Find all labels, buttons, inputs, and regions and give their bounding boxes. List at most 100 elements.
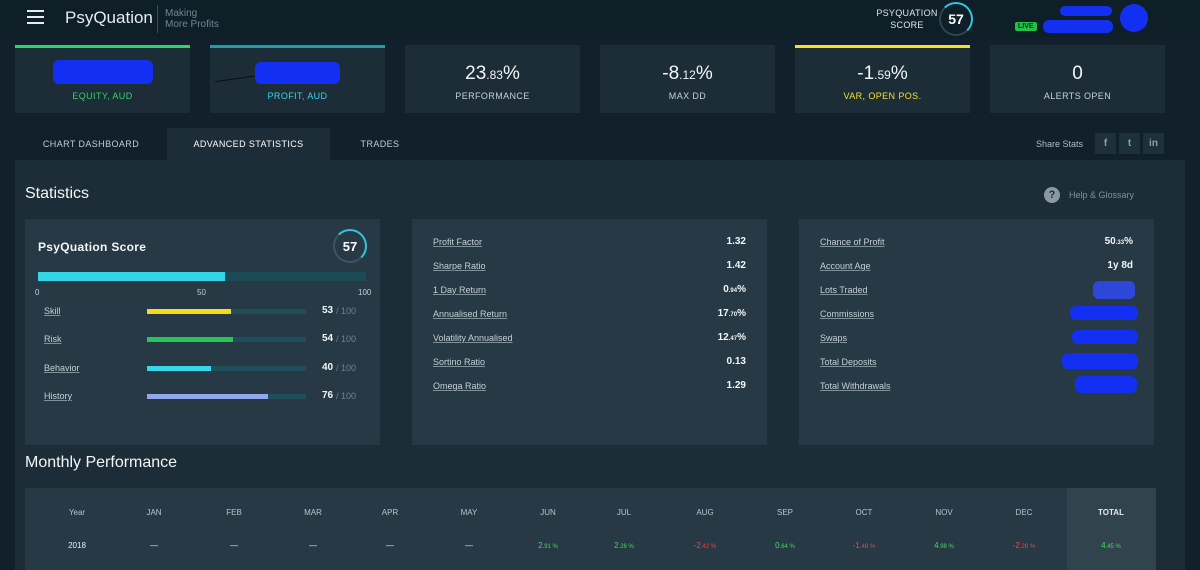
redacted-account-name: [1060, 6, 1112, 16]
col-header-nov: NOV: [935, 508, 953, 517]
month-cell: —: [309, 541, 317, 550]
kpi-var-label: VAR, OPEN POS.: [843, 91, 922, 101]
brand-logo[interactable]: PsyQuation: [65, 8, 153, 27]
stat-profit-factor: Profit Factor 1.32: [433, 236, 746, 249]
stat-label[interactable]: Swaps: [820, 333, 848, 343]
sub-score-fill: [147, 394, 268, 399]
stat-label[interactable]: Lots Traded: [820, 285, 868, 295]
sub-score-name[interactable]: Skill: [44, 306, 61, 316]
sub-score-behavior: Behavior 40 / 100: [44, 362, 364, 375]
sub-score-denominator: / 100: [336, 334, 357, 344]
redacted-commissions: [1070, 306, 1138, 320]
col-header-oct: OCT: [855, 508, 873, 517]
stat-value: 1.32: [726, 236, 746, 247]
brand-divider: [157, 5, 158, 33]
monthly-performance-title: Monthly Performance: [25, 454, 178, 471]
stat-label[interactable]: Commissions: [820, 309, 875, 319]
redacted-total-deposits: [1062, 353, 1138, 369]
help-icon[interactable]: ?: [1044, 187, 1060, 203]
redacted-total-withdrawals: [1075, 376, 1137, 393]
stat-commissions: Commissions: [820, 306, 1138, 321]
share-stats-label: Share Stats: [1036, 139, 1084, 149]
month-cell: —: [230, 541, 238, 550]
total-column-highlight: [1067, 488, 1156, 570]
menu-icon[interactable]: [27, 10, 44, 24]
stat-label[interactable]: Total Withdrawals: [820, 381, 891, 391]
kpi-profit: PROFIT, AUD: [210, 45, 385, 113]
statistics-title: Statistics: [25, 185, 90, 202]
sub-score-value: 54: [322, 333, 334, 344]
redacted-lots-traded: [1093, 281, 1135, 299]
row-year-cell: 2018: [68, 541, 86, 550]
kpi-max-dd-label: MAX DD: [668, 91, 707, 101]
tagline-line-2: More Profits: [165, 19, 219, 30]
tab-trades[interactable]: TRADES: [360, 139, 400, 149]
stat-label[interactable]: Annualised Return: [433, 309, 508, 319]
tagline: Making More Profits: [165, 8, 219, 30]
redacted-avatar[interactable]: [1120, 4, 1148, 32]
stat-lots-traded: Lots Traded: [820, 281, 1135, 299]
stat-annualised-return: Annualised Return 17.70%: [433, 308, 746, 321]
col-header-jun: JUN: [540, 508, 556, 517]
score-card: [25, 219, 380, 445]
tick-50: 50: [197, 288, 206, 297]
col-header-total: TOTAL: [1098, 508, 1124, 517]
tick-100: 100: [358, 288, 372, 297]
sub-score-name[interactable]: History: [44, 391, 73, 401]
tick-0: 0: [35, 288, 40, 297]
profit-scribble: [215, 74, 260, 83]
col-header-jul: JUL: [616, 508, 632, 517]
redacted-equity-value: [53, 60, 153, 84]
stat-label[interactable]: Profit Factor: [433, 237, 483, 247]
linkedin-icon[interactable]: in: [1143, 133, 1164, 154]
stat-volatility-annualised: Volatility Annualised 12.47%: [433, 332, 746, 345]
sub-score-history: History 76 / 100: [44, 390, 364, 403]
tagline-line-1: Making: [165, 8, 198, 19]
total-cell: 4.45 %: [1101, 541, 1121, 550]
header-score-ring[interactable]: 57: [939, 2, 973, 36]
sub-score-skill: Skill 53 / 100: [44, 305, 364, 318]
kpi-equity-label: EQUITY, AUD: [72, 91, 133, 101]
col-header-may: MAY: [460, 508, 478, 517]
stat-value: 0.94%: [723, 284, 746, 295]
sub-score-name[interactable]: Risk: [44, 334, 62, 344]
month-cell: -1.48 %: [852, 541, 876, 550]
sub-score-fill: [147, 309, 232, 314]
help-glossary-link[interactable]: Help & Glossary: [1069, 190, 1135, 200]
sub-score-name[interactable]: Behavior: [44, 363, 80, 373]
score-label-line-2: SCORE: [890, 20, 924, 30]
kpi-var: -1.59% VAR, OPEN POS.: [795, 45, 970, 113]
month-cell: 4.98 %: [934, 541, 954, 550]
twitter-icon[interactable]: t: [1119, 133, 1140, 154]
ratios-card: [412, 219, 767, 445]
sub-score-denominator: / 100: [336, 363, 357, 373]
tab-chart-dashboard[interactable]: CHART DASHBOARD: [42, 139, 140, 149]
score-progress-track: [38, 272, 366, 281]
stat-label[interactable]: Sortino Ratio: [433, 357, 486, 367]
score-card-ring: 57: [333, 229, 367, 263]
stat-sharpe-ratio: Sharpe Ratio 1.42: [433, 260, 746, 273]
facebook-icon[interactable]: f: [1095, 133, 1116, 154]
stat-label[interactable]: Volatility Annualised: [433, 333, 513, 343]
stat-total-withdrawals: Total Withdrawals: [820, 376, 1137, 393]
kpi-max-dd-value: -8.12%: [662, 63, 713, 84]
score-card-title: PsyQuation Score: [38, 240, 147, 254]
col-header-feb: FEB: [226, 508, 242, 517]
stat-label[interactable]: Total Deposits: [820, 357, 877, 367]
col-header-year: Year: [68, 508, 86, 517]
stat-label[interactable]: 1 Day Return: [433, 285, 487, 295]
psyquation-score-label: PSYQUATION SCORE: [876, 7, 938, 31]
col-header-apr: APR: [381, 508, 399, 517]
kpi-performance-value: 23.83%: [465, 63, 520, 84]
stat-chance-of-profit: Chance of Profit 50.33%: [820, 236, 1133, 249]
sub-score-denominator: / 100: [336, 391, 357, 401]
score-label-line-1: PSYQUATION: [876, 8, 938, 18]
tab-advanced-statistics[interactable]: ADVANCED STATISTICS: [167, 128, 330, 160]
stat-label[interactable]: Omega Ratio: [433, 381, 487, 391]
stat-label[interactable]: Chance of Profit: [820, 237, 885, 247]
top-bar: [0, 0, 1200, 38]
stat-value: 1.29: [726, 380, 746, 391]
kpi-var-value: -1.59%: [857, 63, 908, 84]
stat-label[interactable]: Account Age: [820, 261, 871, 271]
stat-label[interactable]: Sharpe Ratio: [433, 261, 486, 271]
